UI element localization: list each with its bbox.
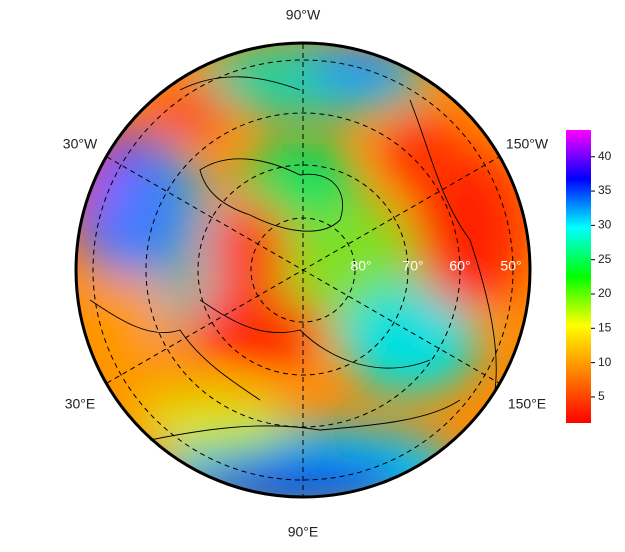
colorbar-tick-label: 40 — [598, 149, 612, 163]
longitude-label: 150°W — [506, 136, 549, 152]
longitude-label: 30°E — [65, 396, 96, 412]
latitude-label: 70° — [402, 258, 423, 274]
map-border — [74, 41, 532, 499]
coastlines — [89, 76, 497, 441]
colorbar-tick-label: 15 — [598, 320, 612, 334]
colorbar — [566, 130, 591, 423]
colorbar-tick-label: 20 — [598, 286, 612, 300]
longitude-label: 150°E — [508, 396, 546, 412]
colorbar-tick-label: 30 — [598, 218, 612, 232]
latitude-label: 80° — [350, 258, 371, 274]
colorbar-tick-label: 5 — [598, 389, 605, 403]
longitude-label: 30°W — [63, 136, 98, 152]
graticule — [92, 44, 514, 496]
latitude-label: 60° — [449, 258, 470, 274]
longitude-label: 90°W — [286, 7, 321, 23]
colorbar-tick-label: 35 — [598, 183, 612, 197]
latitude-label: 50° — [500, 258, 521, 274]
longitude-label: 90°E — [288, 524, 319, 540]
colorbar-tick-label: 10 — [598, 355, 612, 369]
colorbar-tick-label: 25 — [598, 252, 612, 266]
